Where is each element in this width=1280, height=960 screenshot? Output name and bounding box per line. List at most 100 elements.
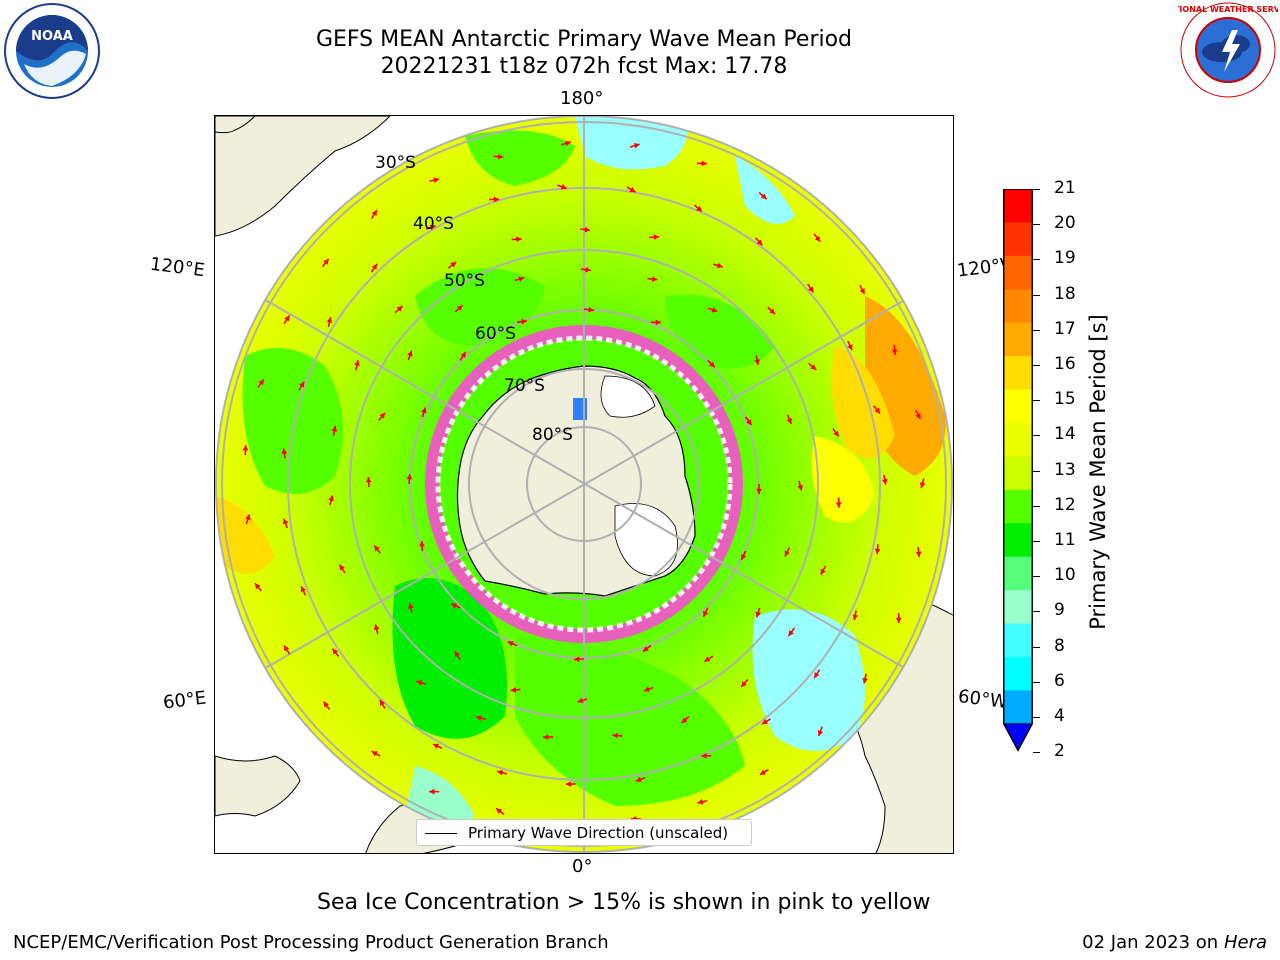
wave-arrow-head (507, 641, 514, 647)
wave-arrow-head (510, 687, 517, 693)
colorbar-tick-label: 19 (1054, 248, 1076, 269)
wave-arrow-head (460, 351, 466, 358)
wave-arrow-head (859, 288, 865, 295)
legend-label: Primary Wave Direction (unscaled) (468, 824, 729, 842)
wave-arrow-head (769, 308, 776, 315)
lon-label-60e: 60°E (161, 687, 208, 714)
wave-arrow-head (655, 319, 661, 326)
colorbar-tick-mark (1033, 681, 1040, 683)
graticule (216, 116, 952, 852)
wave-arrow-head (323, 701, 330, 708)
wave-arrow-head (852, 614, 859, 621)
lat-label-50s: 50°S (444, 271, 485, 291)
wave-arrow-head (701, 752, 707, 759)
colorbar-band (1003, 623, 1033, 658)
wave-arrow-head (651, 276, 658, 282)
colorbar-tick-mark (1033, 294, 1040, 296)
colorbar-band (1003, 189, 1033, 223)
colorbar-band (1003, 255, 1033, 290)
map-legend: Primary Wave Direction (unscaled) (416, 819, 752, 846)
colorbar-band (1003, 222, 1033, 257)
wave-arrow-head (451, 603, 458, 609)
lat-label-70s: 70°S (504, 376, 545, 396)
wave-arrow-head (379, 412, 386, 419)
wave-arrow-head (497, 153, 504, 160)
colorbar-band (1003, 656, 1033, 691)
wave-arrow-head (433, 743, 440, 749)
colorbar-tick-label: 8 (1054, 635, 1065, 656)
wave-arrow-head (759, 769, 766, 775)
wave-arrow-head (542, 734, 549, 741)
wave-arrow-head (760, 193, 767, 200)
wave-arrow-head (814, 672, 820, 679)
colorbar-tick-mark (1033, 365, 1040, 366)
colorbar-tick-label: 20 (1054, 213, 1076, 234)
colorbar-band (1003, 590, 1033, 625)
wave-arrow-head (653, 234, 660, 241)
colorbar-tick-label: 16 (1054, 354, 1076, 374)
wave-arrow-head (681, 717, 688, 724)
wave-arrow-head (245, 514, 251, 521)
lat-label-40s: 40°S (413, 214, 454, 234)
wave-arrow-head (814, 235, 821, 242)
wave-arrow-head (242, 445, 249, 451)
colorbar-tick-label: 17 (1054, 318, 1076, 339)
wave-arrow-head (284, 315, 290, 322)
noaa-logo-text: NOAA (31, 29, 73, 44)
wave-arrow-head (895, 617, 902, 624)
wave-arrow-head (354, 360, 360, 367)
colorbar-tick-mark (1033, 611, 1040, 613)
wave-arrow-head (332, 648, 338, 655)
wave-arrow-head (756, 488, 762, 494)
colorbar-tick-mark (1033, 189, 1040, 190)
colorbar-band (1003, 356, 1033, 391)
wave-arrow-head (847, 344, 853, 351)
colorbar-tick-mark (1033, 752, 1040, 754)
wave-arrow-head (254, 583, 261, 590)
lon-label-120e: 120°E (148, 253, 206, 282)
colorbar-tick-mark (1033, 470, 1040, 472)
wave-arrow-head (328, 495, 334, 502)
wave-arrow-head (891, 349, 898, 355)
lon-label-180: 180° (560, 88, 604, 109)
wave-arrow-head (784, 550, 790, 557)
wave-arrow-head (585, 266, 591, 273)
wave-arrow-head (406, 474, 413, 480)
wave-arrow-head (454, 651, 461, 658)
lon-label-60w: 60°W (956, 686, 1009, 713)
colorbar-band (1003, 389, 1033, 424)
wave-arrow-head (331, 425, 338, 432)
wave-arrow-head (612, 732, 618, 739)
colorbar-band (1003, 322, 1033, 357)
colorbar (1003, 189, 1033, 752)
polar-map (215, 116, 953, 853)
colorbar-tick-label: 9 (1054, 600, 1065, 621)
wave-arrow-head (429, 788, 435, 795)
colorbar-tick-label: 6 (1054, 670, 1065, 691)
footer-machine: Hera (1223, 932, 1267, 953)
colorbar-tick-mark (1033, 224, 1040, 226)
wave-arrow-head (919, 482, 926, 489)
wave-arrow-head (281, 448, 288, 455)
wave-arrow-head (701, 160, 707, 167)
wave-arrow-head (810, 364, 817, 370)
wave-arrow-head (429, 224, 436, 231)
wave-arrow-head (874, 548, 881, 555)
wave-arrow-head (915, 413, 921, 420)
wave-arrow-head (588, 306, 594, 313)
colorbar-tick-label: 15 (1054, 389, 1076, 410)
wave-arrow-head (365, 477, 372, 483)
wave-arrow-head (433, 177, 440, 184)
wave-arrow-head (643, 686, 650, 692)
colorbar-tick-label: 18 (1054, 283, 1076, 304)
wave-arrow-head (755, 611, 762, 618)
map-panel: 30°S 40°S 50°S 60°S 70°S 80°S Primary Wa… (214, 115, 954, 854)
colorbar-tick-mark (1033, 400, 1040, 402)
wave-arrow-head (584, 226, 591, 233)
wave-arrow-head (371, 263, 377, 270)
wave-arrow-head (450, 262, 457, 268)
wave-arrow-head (408, 603, 414, 609)
wave-arrow-head (496, 808, 503, 814)
wave-arrow-head (697, 799, 704, 805)
wave-period-field (216, 116, 946, 826)
